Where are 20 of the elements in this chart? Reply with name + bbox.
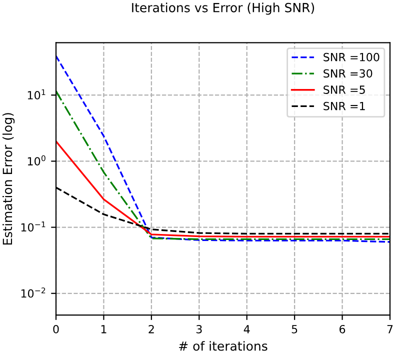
x-tick-label: 6 — [340, 324, 346, 334]
x-tick-label: 5 — [292, 325, 298, 334]
x-tick-label: 4 — [244, 325, 250, 334]
x-tick-label: 1 — [101, 325, 106, 334]
x-axis-title: # of iterations — [179, 341, 268, 351]
line-series — [56, 140, 390, 238]
chart-title: Iterations vs Error (High SNR) — [132, 2, 314, 15]
y-tick-label: 10$^{−1}$ — [21, 222, 46, 232]
legend-label: SNR =30 — [324, 69, 372, 78]
y-tick-label: 10$^{−2}$ — [21, 287, 46, 298]
legend-label: SNR =5 — [324, 86, 365, 94]
legend-label: SNR =1 — [324, 102, 365, 110]
legend-label: SNR =100 — [324, 52, 380, 62]
x-tick-label: 7 — [387, 325, 393, 334]
y-tick-label: 10$^{0}$ — [28, 155, 46, 166]
y-axis-title: Estimation Error (log) — [2, 113, 15, 245]
x-tick-label: 3 — [196, 324, 202, 334]
x-tick-label: 0 — [53, 324, 59, 334]
y-tick-label: 10$^{1}$ — [28, 89, 46, 100]
x-tick-label: 2 — [148, 324, 154, 334]
